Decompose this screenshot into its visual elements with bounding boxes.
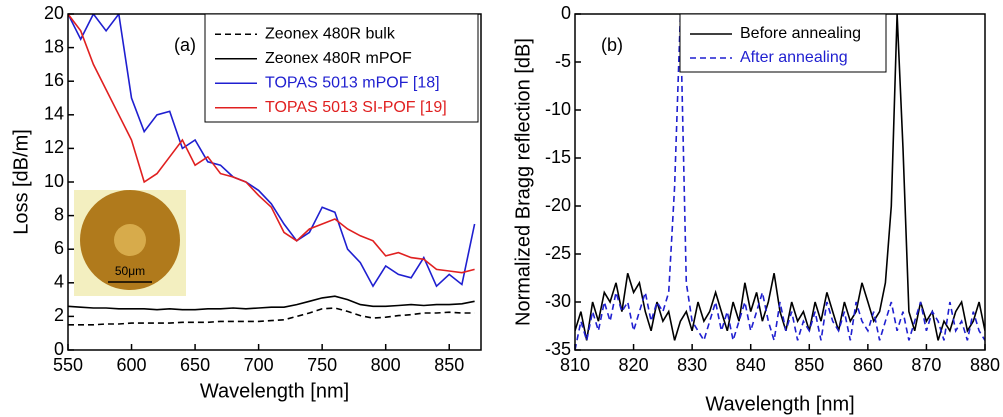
y-tick-label: 2	[54, 305, 64, 325]
legend-label: Before annealing	[740, 25, 861, 42]
y-tick-label: 14	[44, 104, 64, 124]
series-line	[68, 307, 475, 326]
series-line	[575, 14, 985, 341]
x-tick-label: 800	[371, 355, 401, 375]
y-axis-label: Normalized Bragg reflection [dB]	[512, 38, 534, 326]
fiber-core	[114, 224, 146, 256]
series-line	[68, 14, 475, 274]
x-tick-label: 820	[619, 355, 649, 375]
legend-label: After annealing	[740, 49, 848, 66]
legend-label: TOPAS 5013 SI-POF [19]	[265, 99, 447, 116]
x-tick-label: 850	[434, 355, 464, 375]
x-tick-label: 850	[794, 355, 824, 375]
y-tick-label: -10	[545, 99, 571, 119]
y-tick-label: 8	[54, 204, 64, 224]
annotation: 50μm	[115, 264, 145, 278]
x-axis-label: Wavelength [nm]	[200, 380, 349, 402]
y-tick-label: 0	[54, 339, 64, 359]
plot-area	[575, 14, 985, 350]
x-tick-label: 870	[911, 355, 941, 375]
series-line	[68, 295, 475, 311]
y-tick-label: 0	[561, 3, 571, 23]
legend-label: Zeonex 480R bulk	[265, 25, 396, 42]
y-tick-label: 20	[44, 3, 64, 23]
y-tick-label: 12	[44, 137, 64, 157]
x-tick-label: 830	[677, 355, 707, 375]
y-tick-label: 6	[54, 238, 64, 258]
annotation: (b)	[601, 35, 623, 55]
x-tick-label: 650	[180, 355, 210, 375]
series-line	[68, 14, 476, 288]
x-axis-label: Wavelength [nm]	[705, 393, 854, 415]
annotation: (a)	[174, 35, 196, 55]
y-tick-label: -20	[545, 195, 571, 215]
x-tick-label: 810	[560, 355, 590, 375]
x-tick-label: 840	[736, 355, 766, 375]
legend-label: TOPAS 5013 mPOF [18]	[265, 74, 440, 91]
plot-area	[68, 14, 476, 326]
x-tick-label: 750	[307, 355, 337, 375]
x-tick-label: 550	[53, 355, 83, 375]
legend-box	[679, 13, 887, 73]
y-tick-label: -25	[545, 243, 571, 263]
y-tick-label: 10	[44, 171, 64, 191]
y-tick-label: 4	[54, 272, 64, 292]
y-tick-label: -30	[545, 291, 571, 311]
y-tick-label: 18	[44, 36, 64, 56]
inset-image	[74, 190, 186, 296]
y-axis-label: Loss [dB/m]	[10, 129, 32, 235]
x-tick-label: 700	[244, 355, 274, 375]
x-tick-label: 880	[970, 355, 1000, 375]
series-line	[575, 14, 985, 350]
y-tick-label: -15	[545, 147, 571, 167]
x-tick-label: 600	[117, 355, 147, 375]
y-tick-label: -35	[545, 339, 571, 359]
y-tick-label: -5	[555, 51, 571, 71]
legend-box	[204, 13, 479, 123]
legend-label: Zeonex 480R mPOF	[265, 50, 412, 67]
y-tick-label: 16	[44, 70, 64, 90]
x-tick-label: 860	[853, 355, 883, 375]
